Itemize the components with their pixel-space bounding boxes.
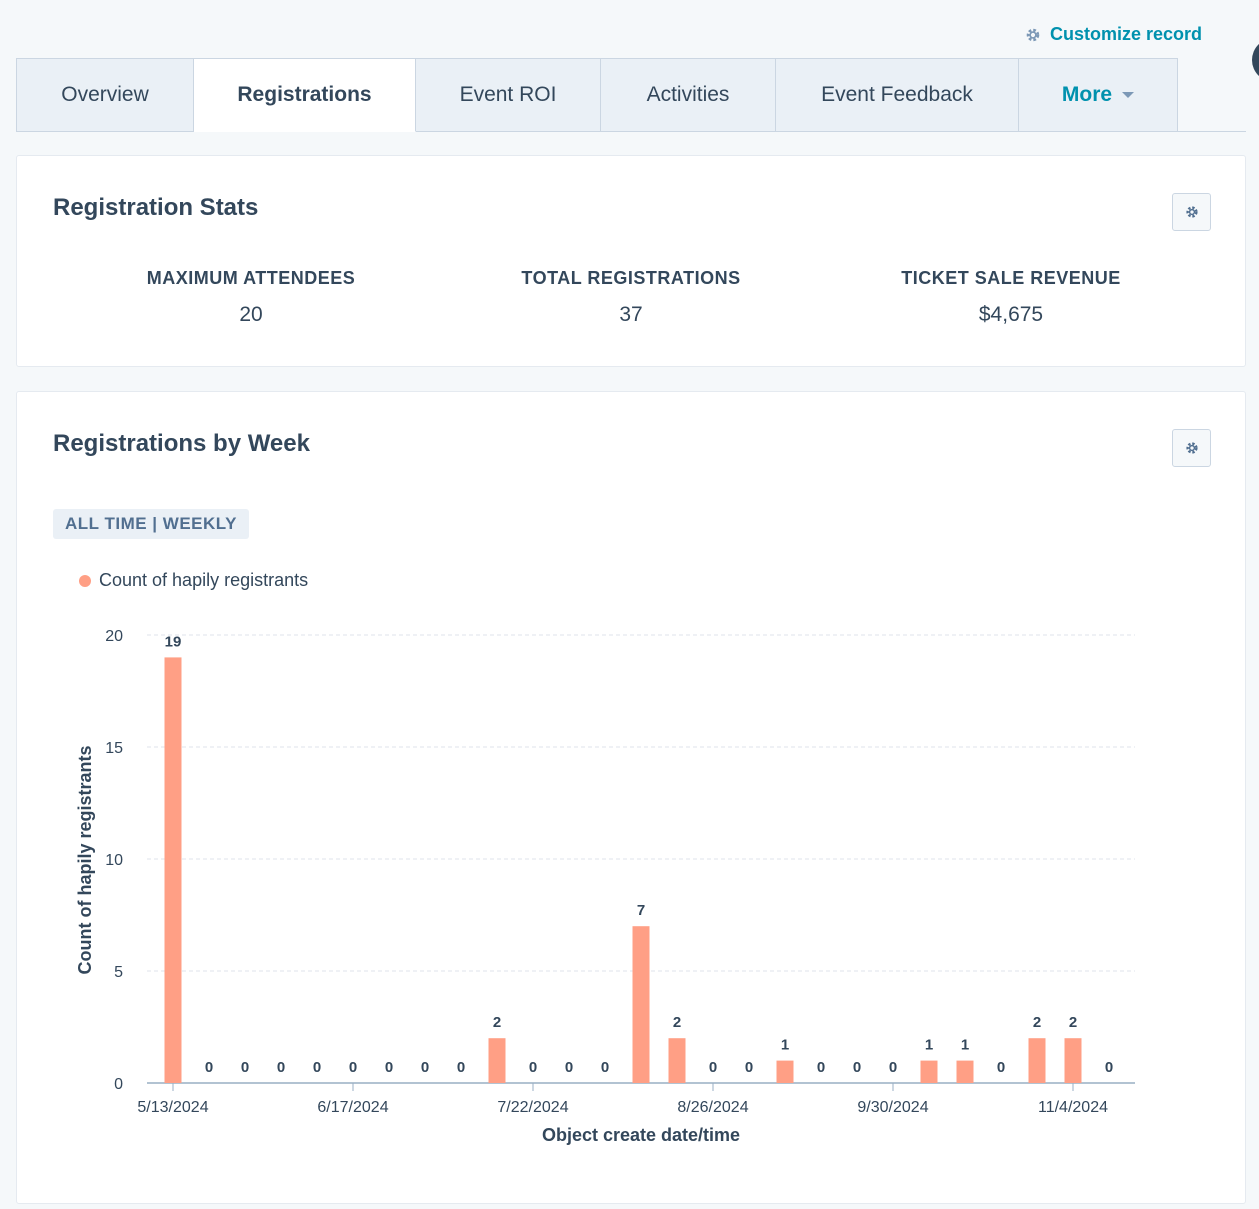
customize-record-label: Customize record [1050,24,1203,44]
x-tick-label: 5/13/2024 [137,1099,208,1116]
bar-value-label: 2 [1069,1014,1077,1031]
stat-ticket-sale-revenue: TICKET SALE REVENUE $4,675 [861,268,1161,327]
bar-value-label: 0 [205,1059,213,1076]
bar-value-label: 0 [1105,1059,1113,1076]
bar-value-label: 19 [165,633,182,650]
bar [920,1060,938,1083]
tab-activities[interactable]: Activities [601,58,776,132]
stat-label: TOTAL REGISTRATIONS [521,268,741,288]
y-tick-label: 20 [105,628,123,645]
y-tick-label: 5 [114,964,123,981]
bar-value-label: 7 [637,902,645,919]
tab-label: Registrations [237,83,372,106]
tab-label: Event Feedback [821,83,973,106]
bar-value-label: 1 [925,1037,933,1054]
legend-dot-icon [79,574,91,587]
tab-event-feedback[interactable]: Event Feedback [776,58,1019,132]
bar-value-label: 1 [781,1037,789,1054]
bar [488,1038,506,1083]
bar-value-label: 0 [529,1059,537,1076]
avatar[interactable] [1252,38,1259,82]
stat-value: $4,675 [978,303,1044,326]
card-title: Registration Stats [53,194,259,221]
tab-event-roi[interactable]: Event ROI [416,58,601,132]
bar-value-label: 0 [457,1059,465,1076]
x-axis-title: Object create date/time [542,1125,740,1145]
caret-down-icon [1122,92,1135,98]
bar-value-label: 0 [709,1059,717,1076]
stat-label: TICKET SALE REVENUE [901,268,1121,288]
stat-value: 20 [239,303,263,326]
bar-value-label: 0 [889,1059,897,1076]
bar-value-label: 0 [421,1059,429,1076]
bar [1064,1038,1082,1083]
bar-value-label: 0 [853,1059,861,1076]
gear-icon [1185,442,1198,454]
bar-value-label: 0 [745,1059,753,1076]
record-tabs: Overview Registrations Event ROI Activit… [16,58,1246,132]
y-tick-label: 0 [114,1076,123,1093]
bar-value-label: 1 [961,1037,969,1054]
bar-value-label: 0 [349,1059,357,1076]
date-range-label: ALL TIME | WEEKLY [65,514,237,533]
customize-record-link[interactable]: Customize record [1024,24,1202,45]
y-tick-label: 15 [105,740,123,757]
bar-value-label: 2 [1033,1014,1041,1031]
bar [668,1038,686,1083]
tab-label: More [1061,83,1113,106]
y-tick-label: 10 [105,852,123,869]
bar-value-label: 0 [313,1059,321,1076]
chart-settings-button[interactable] [1172,429,1211,467]
tab-registrations[interactable]: Registrations [194,58,416,132]
gear-icon [1185,206,1198,218]
bar-value-label: 2 [493,1014,501,1031]
date-range-chip[interactable]: ALL TIME | WEEKLY [53,509,249,539]
x-tick-label: 9/30/2024 [857,1099,928,1116]
x-tick-label: 6/17/2024 [317,1099,388,1116]
tab-label: Activities [646,83,730,106]
x-tick-label: 7/22/2024 [497,1099,568,1116]
bar [776,1060,794,1083]
tab-label: Overview [61,83,149,106]
x-tick-label: 11/4/2024 [1038,1099,1108,1116]
tab-overview[interactable]: Overview [16,58,194,132]
y-axis-title: Count of hapily registrants [75,745,95,974]
bar-value-label: 0 [817,1059,825,1076]
bar-value-label: 0 [241,1059,249,1076]
bar-value-label: 0 [565,1059,573,1076]
gear-icon [1026,28,1040,41]
bar [956,1060,974,1083]
bar-value-label: 0 [385,1059,393,1076]
legend-label: Count of hapily registrants [99,570,309,590]
x-tick-label: 8/26/2024 [677,1099,748,1116]
tab-label: Event ROI [459,83,557,106]
stat-value: 37 [619,303,643,326]
bar [1028,1038,1046,1083]
bar-value-label: 0 [601,1059,609,1076]
chart-legend[interactable]: Count of hapily registrants [79,570,308,591]
stat-maximum-attendees: MAXIMUM ATTENDEES 20 [101,268,401,327]
stat-label: MAXIMUM ATTENDEES [146,268,356,288]
tab-more[interactable]: More [1019,58,1178,132]
bar-value-label: 0 [997,1059,1005,1076]
bar [164,657,182,1083]
bar [632,926,650,1083]
registration-stats-card: Registration Stats MAXIMUM ATTENDEES 20 … [16,155,1246,367]
bar-value-label: 0 [277,1059,285,1076]
stats-settings-button[interactable] [1172,193,1211,231]
card-title: Registrations by Week [53,430,310,457]
registrations-by-week-card: Registrations by Week ALL TIME | WEEKLY … [16,391,1246,1204]
stat-total-registrations: TOTAL REGISTRATIONS 37 [481,268,781,327]
bar-value-label: 2 [673,1014,681,1031]
